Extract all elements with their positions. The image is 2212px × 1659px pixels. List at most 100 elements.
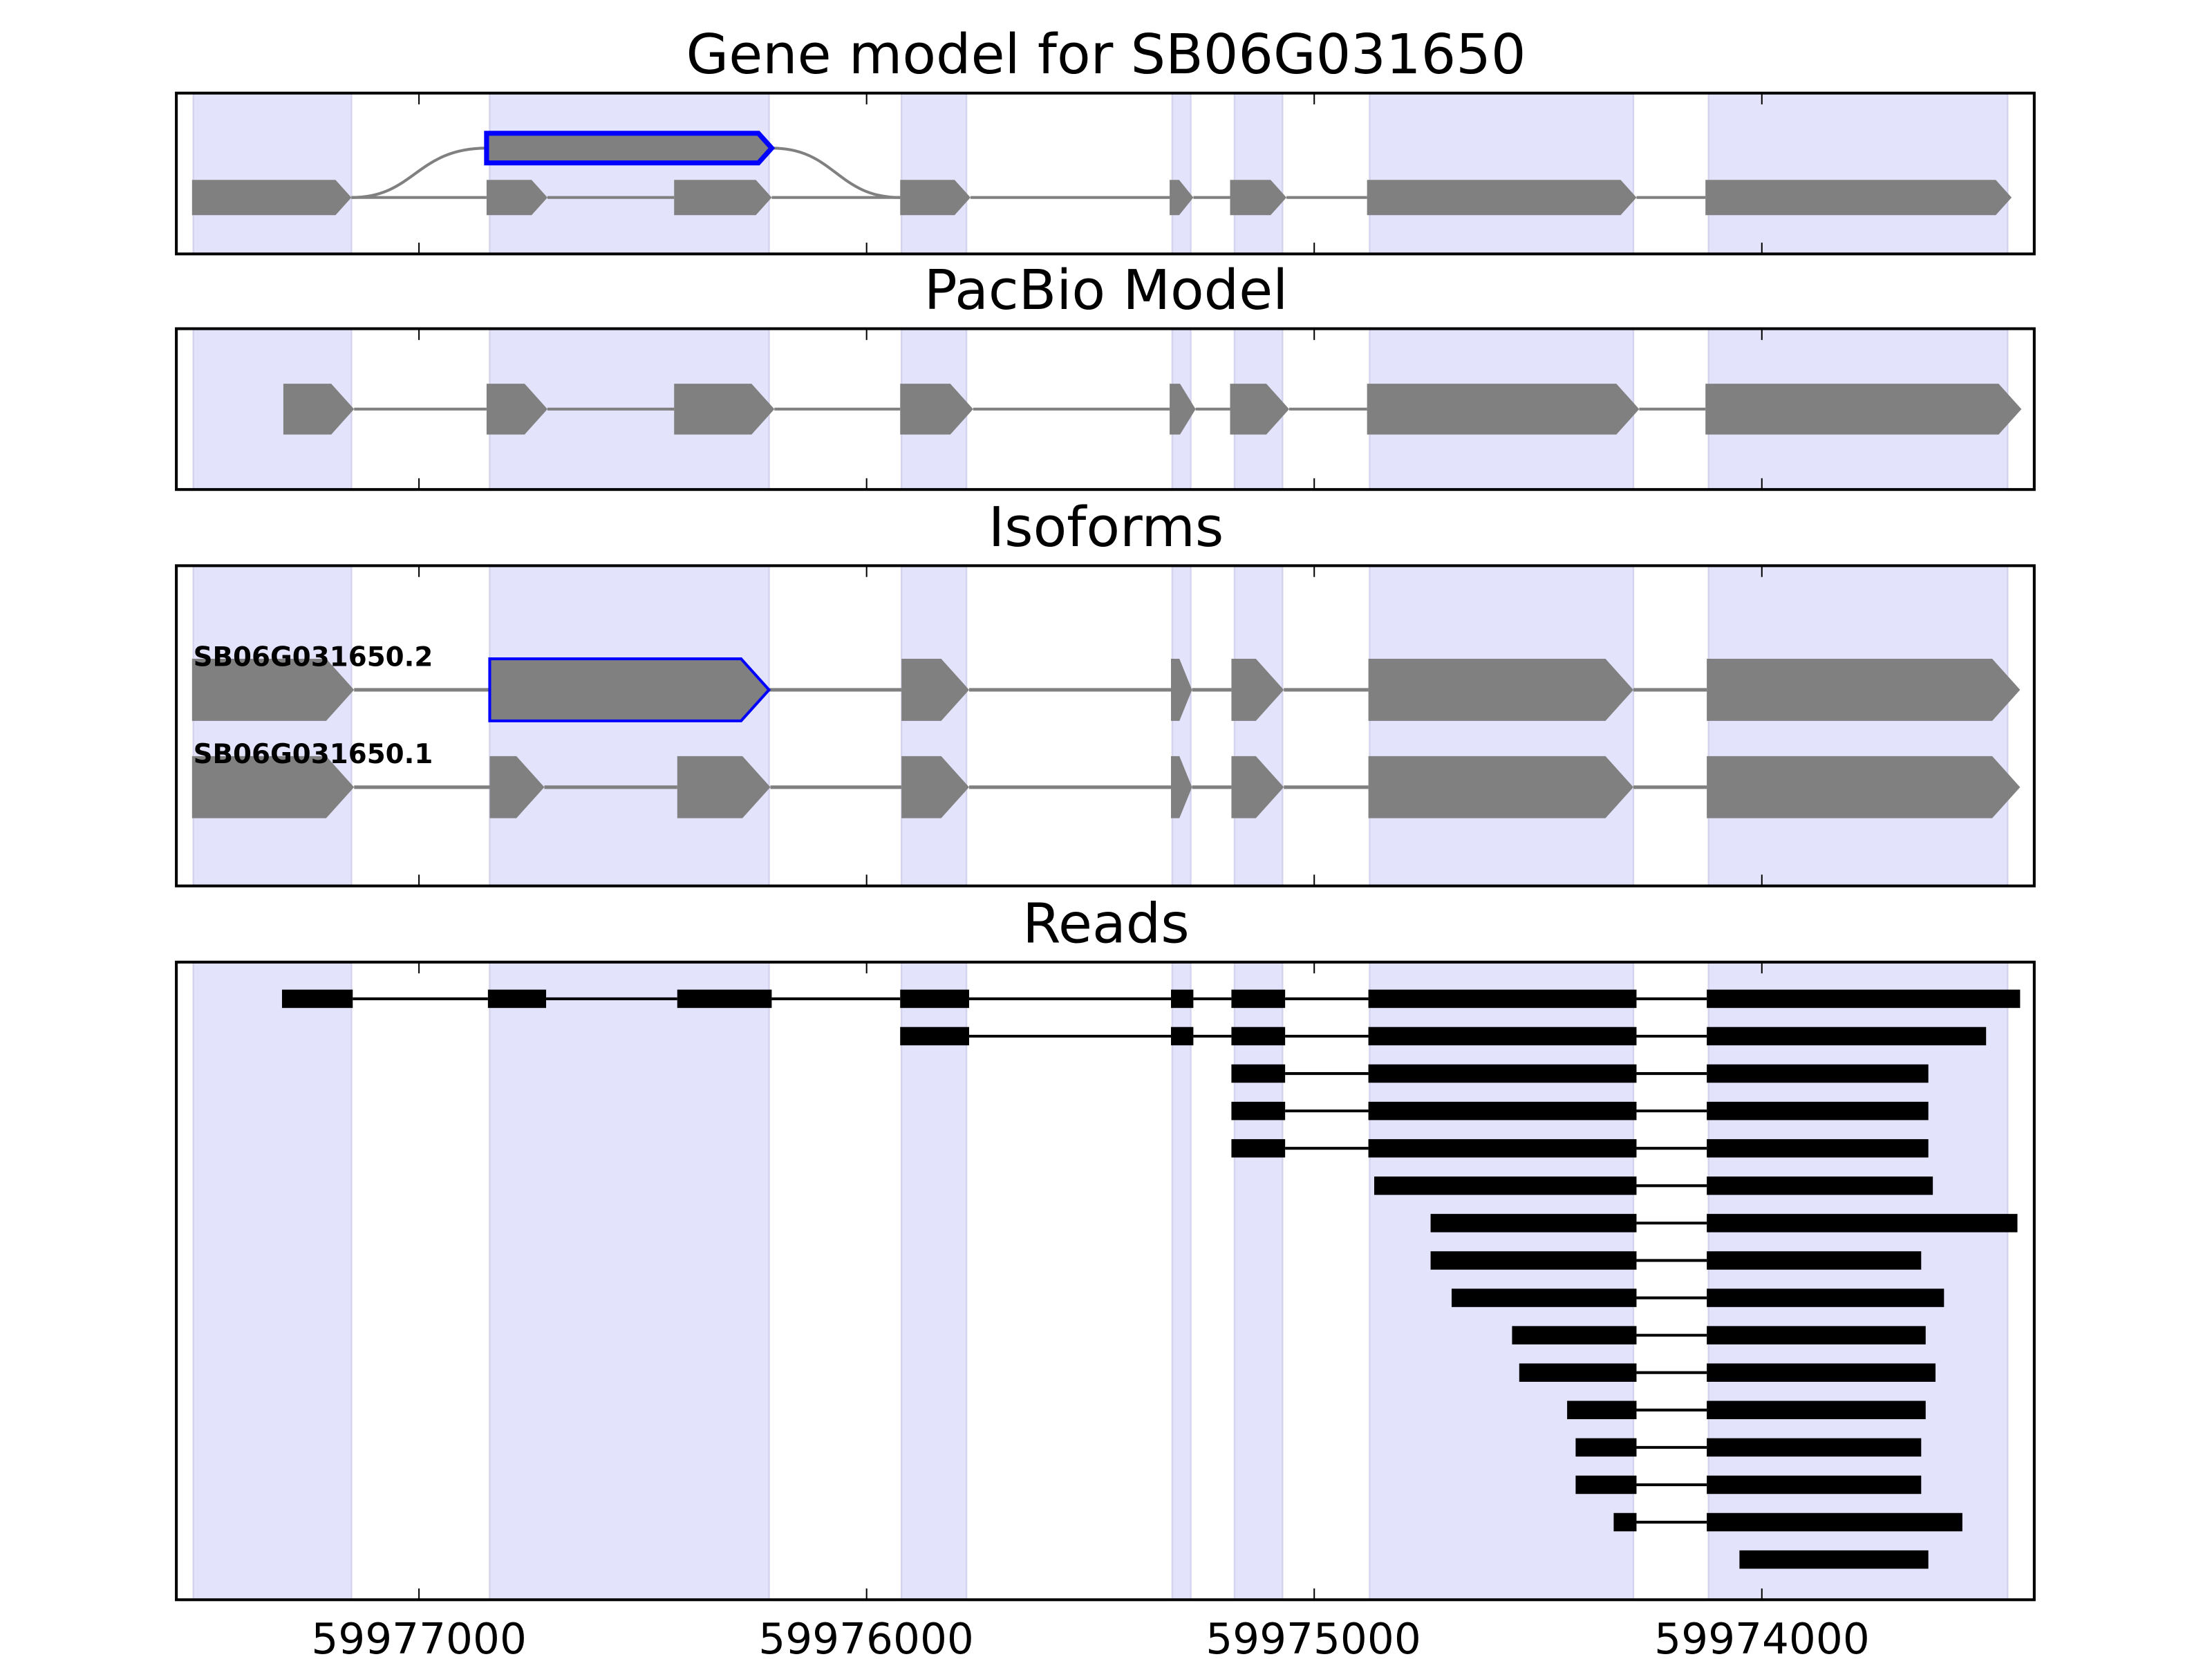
isoform-exon	[191, 659, 355, 721]
gene-exon	[900, 180, 971, 216]
isoform-exon	[1231, 659, 1284, 721]
read-block	[1707, 1438, 1922, 1457]
pacbio-exon	[1170, 384, 1196, 435]
panel-title-reads: Reads	[1022, 891, 1189, 955]
read-block	[1707, 1512, 1962, 1532]
isoform-exon	[1171, 659, 1192, 721]
pacbio-exon	[283, 384, 355, 435]
highlighted-exon	[484, 131, 776, 166]
read-block	[1512, 1326, 1637, 1344]
panel-frame	[175, 327, 2036, 491]
read-block	[1171, 989, 1194, 1009]
shaded-exon-region	[1171, 961, 1192, 1601]
shaded-exon-region	[489, 565, 770, 887]
read-block	[677, 989, 772, 1009]
read-block	[1707, 1363, 1936, 1382]
panel-title-isoforms: Isoforms	[988, 495, 1224, 559]
panel-title-gene-model: Gene model for SB06G031650	[686, 22, 1526, 86]
x-tick-label: 59976000	[758, 1615, 974, 1659]
shaded-exon-region	[1171, 92, 1192, 255]
panel-frame	[175, 960, 2036, 1602]
read-block	[900, 989, 969, 1009]
read-block	[1707, 1475, 1922, 1494]
read-block	[1613, 1512, 1637, 1532]
splice-curve	[351, 147, 487, 199]
read-block	[1707, 1064, 1929, 1083]
read-block	[900, 1027, 969, 1046]
splice-curve	[771, 147, 901, 199]
isoform-exon	[1368, 659, 1633, 721]
read-block	[1231, 1027, 1286, 1046]
read-block	[1707, 1326, 1926, 1344]
isoform-exon	[901, 756, 969, 818]
shaded-exon-region	[900, 565, 968, 887]
isoform-exon	[901, 659, 969, 721]
x-tick-label: 59977000	[311, 1615, 527, 1659]
gene-exon	[1230, 180, 1287, 216]
read-block	[1231, 1138, 1286, 1158]
read-block	[1171, 1027, 1194, 1046]
shaded-exon-region	[192, 961, 353, 1601]
shaded-exon-region	[192, 92, 353, 255]
read-block	[1368, 1138, 1637, 1158]
isoform-label: SB06G031650.1	[194, 739, 433, 770]
isoform-exon	[1231, 756, 1284, 818]
shaded-exon-region	[1707, 961, 2009, 1601]
shaded-exon-region	[900, 961, 968, 1601]
shaded-exon-region	[1233, 565, 1284, 887]
shaded-exon-region	[1233, 961, 1284, 1601]
shaded-exon-region	[1707, 565, 2009, 887]
panel-title-pacbio: PacBio Model	[924, 258, 1288, 322]
read-block	[1231, 1101, 1286, 1121]
isoform-exon	[1707, 756, 2021, 818]
read-block	[1707, 1177, 1933, 1195]
read-block	[1231, 1064, 1286, 1083]
gene-exon	[191, 180, 352, 216]
gene-exon	[1367, 180, 1637, 216]
read-block	[1567, 1400, 1637, 1420]
isoform-exon	[1171, 756, 1192, 818]
read-block	[1231, 989, 1286, 1009]
read-block	[1739, 1550, 1929, 1569]
read-block	[1519, 1363, 1637, 1382]
isoform-exon	[489, 756, 545, 818]
isoform-exon	[191, 756, 355, 818]
read-block	[1575, 1475, 1637, 1494]
isoform-exon	[1368, 756, 1633, 818]
read-block	[1368, 1064, 1637, 1083]
pacbio-exon	[900, 384, 973, 435]
read-block	[487, 989, 547, 1009]
gene-exon	[486, 180, 547, 216]
shaded-exon-region	[489, 961, 770, 1601]
panel-frame	[175, 91, 2036, 256]
gene-exon	[1705, 180, 2012, 216]
read-block	[1707, 1400, 1926, 1420]
read-block	[1707, 1251, 1922, 1270]
read-block	[1707, 1101, 1929, 1121]
shaded-exon-region	[1707, 92, 2009, 255]
highlighted-isoform-exon	[488, 657, 771, 722]
panel-frame	[175, 564, 2036, 888]
shaded-exon-region	[192, 565, 353, 887]
read-block	[1707, 1214, 2018, 1232]
read-block	[1430, 1251, 1637, 1270]
shaded-exon-region	[489, 92, 770, 255]
shaded-exon-region	[1369, 92, 1635, 255]
shaded-exon-region	[1171, 565, 1192, 887]
isoform-label: SB06G031650.2	[194, 641, 433, 673]
isoform-exon	[1707, 659, 2021, 721]
read-block	[1707, 1138, 1929, 1158]
shaded-exon-region	[1369, 565, 1635, 887]
isoform-exon	[677, 756, 771, 818]
read-block	[1374, 1177, 1637, 1195]
read-block	[1368, 1101, 1637, 1121]
read-block	[1452, 1288, 1637, 1307]
pacbio-exon	[1367, 384, 1640, 435]
gene-exon	[674, 180, 772, 216]
pacbio-exon	[486, 384, 547, 435]
read-block	[1368, 1027, 1637, 1046]
read-block	[1430, 1214, 1637, 1232]
read-block	[281, 989, 353, 1009]
pacbio-exon	[1705, 384, 2022, 435]
